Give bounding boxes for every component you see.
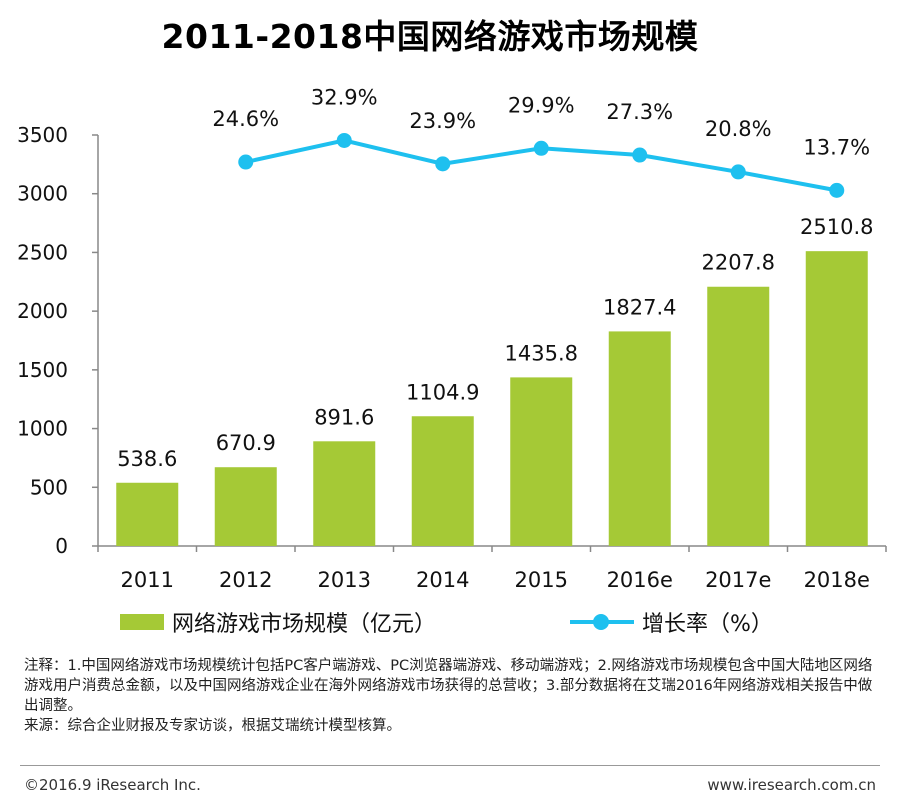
y-tick-label: 2000 xyxy=(17,299,68,323)
growth-point xyxy=(632,147,648,163)
bar xyxy=(214,467,277,546)
legend-line-label: 增长率（%） xyxy=(642,612,773,637)
x-tick-label: 2016e xyxy=(607,568,673,592)
growth-point xyxy=(829,182,845,198)
growth-point xyxy=(238,154,254,170)
bar xyxy=(313,441,376,546)
bar-value-label: 1827.4 xyxy=(603,295,676,319)
notes: 注释：1.中国网络游戏市场规模统计包括PC客户端游戏、PC浏览器端游戏、移动端游… xyxy=(24,656,880,736)
bar-value-label: 2207.8 xyxy=(702,251,775,275)
x-tick-label: 2017e xyxy=(705,568,771,592)
y-tick-label: 1000 xyxy=(17,417,68,441)
y-tick-label: 0 xyxy=(55,534,68,558)
bar xyxy=(608,331,671,546)
growth-value-label: 24.6% xyxy=(212,107,279,131)
x-tick-label: 2015 xyxy=(515,568,568,592)
legend-line-swatch xyxy=(570,612,634,632)
bar-value-label: 1104.9 xyxy=(406,380,479,404)
footer-url: www.iresearch.com.cn xyxy=(707,776,876,794)
x-tick-label: 2018e xyxy=(804,568,870,592)
bar-value-label: 670.9 xyxy=(216,431,276,455)
bar xyxy=(707,286,770,546)
y-tick-label: 3500 xyxy=(17,123,68,147)
bar-value-label: 2510.8 xyxy=(800,215,873,239)
growth-point xyxy=(336,132,352,148)
growth-value-label: 20.8% xyxy=(705,117,772,141)
chart-title: 2011-2018中国网络游戏市场规模 xyxy=(161,17,699,56)
growth-value-label: 27.3% xyxy=(606,100,673,124)
chart-area: 0 500 1000 1500 2000 2500 3000 3500 538.6 2011 670… xyxy=(17,85,887,592)
y-tick-label: 2500 xyxy=(17,240,68,264)
source-line: 来源：综合企业财报及专家访谈，根据艾瑞统计模型核算。 xyxy=(24,718,401,734)
x-tick-label: 2011 xyxy=(121,568,174,592)
legend: 网络游戏市场规模（亿元） 增长率（%） xyxy=(120,605,860,639)
growth-point xyxy=(730,164,746,180)
growth-value-label: 13.7% xyxy=(803,135,870,159)
x-tick-label: 2013 xyxy=(318,568,371,592)
y-tick-label: 3000 xyxy=(17,182,68,206)
footer-divider xyxy=(20,765,880,766)
notes-line: 注释：1.中国网络游戏市场规模统计包括PC客户端游戏、PC浏览器端游戏、移动端游… xyxy=(24,658,873,714)
growth-value-label: 29.9% xyxy=(508,93,575,117)
growth-value-label: 32.9% xyxy=(311,85,378,109)
legend-item-bar: 网络游戏市场规模（亿元） xyxy=(120,605,436,639)
bar-value-label: 1435.8 xyxy=(505,341,578,365)
legend-bar-swatch xyxy=(120,614,164,630)
bar-value-label: 538.6 xyxy=(117,447,177,471)
bar xyxy=(510,377,573,546)
growth-point xyxy=(435,156,451,172)
y-tick-label: 500 xyxy=(30,475,68,499)
growth-point xyxy=(533,140,549,156)
x-tick-label: 2012 xyxy=(219,568,272,592)
bar xyxy=(411,416,474,546)
legend-bar-label: 网络游戏市场规模（亿元） xyxy=(172,612,437,637)
legend-item-line: 增长率（%） xyxy=(570,605,773,639)
growth-value-label: 23.9% xyxy=(409,109,476,133)
x-tick-label: 2014 xyxy=(416,568,469,592)
footer-copyright: ©2016.9 iResearch Inc. xyxy=(24,776,201,794)
bar xyxy=(805,251,868,546)
bar-value-label: 891.6 xyxy=(314,405,374,429)
y-tick-label: 1500 xyxy=(17,358,68,382)
bar xyxy=(116,482,179,546)
